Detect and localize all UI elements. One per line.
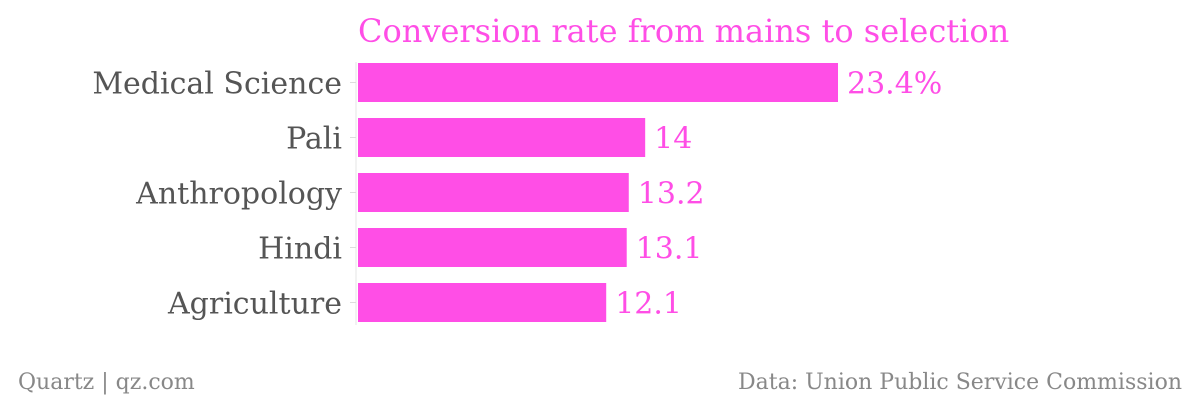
bar	[358, 228, 627, 267]
value-label: 13.1	[636, 232, 703, 267]
value-label: 14	[654, 122, 692, 157]
bar-chart: Conversion rate from mains to selection …	[92, 12, 1009, 325]
category-label: Hindi	[258, 232, 342, 267]
category-label: Anthropology	[135, 177, 342, 212]
bar	[358, 283, 607, 322]
bars-layer: Medical Science 23.4% Pali 14 Anthropology 13…	[92, 63, 942, 322]
bar	[358, 63, 838, 102]
category-label: Pali	[286, 122, 342, 157]
value-label: 23.4%	[847, 67, 942, 102]
value-label: 13.2	[638, 177, 705, 212]
bar	[358, 173, 629, 212]
chart-title: Conversion rate from mains to selection	[358, 12, 1009, 50]
category-label: Medical Science	[92, 67, 342, 102]
value-label: 12.1	[615, 287, 682, 322]
data-source: Data: Union Public Service Commission	[738, 370, 1182, 395]
category-label: Agriculture	[167, 287, 342, 322]
bar	[358, 118, 646, 157]
source-credit: Quartz | qz.com	[18, 370, 195, 395]
